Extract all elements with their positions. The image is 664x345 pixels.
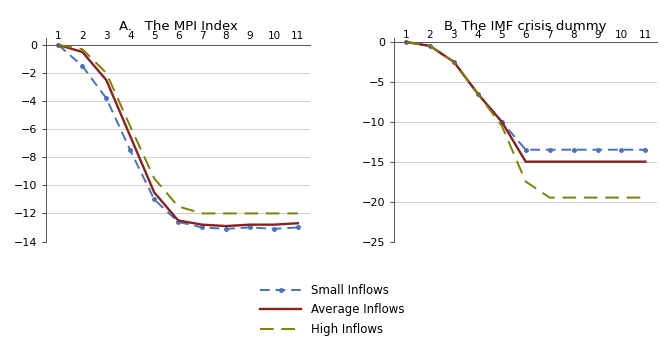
Text: 1: 1 [55,31,62,41]
Text: 3: 3 [451,30,457,40]
Title: B. The IMF crisis dummy: B. The IMF crisis dummy [444,20,607,33]
Text: 8: 8 [570,30,577,40]
Text: 5: 5 [151,31,157,41]
Text: 2: 2 [427,30,434,40]
Legend: Small Inflows, Average Inflows, High Inflows: Small Inflows, Average Inflows, High Inf… [260,284,404,336]
Text: 6: 6 [523,30,529,40]
Text: 2: 2 [79,31,86,41]
Text: 4: 4 [475,30,481,40]
Text: 3: 3 [103,31,110,41]
Text: 7: 7 [199,31,205,41]
Title: A.   The MPI Index: A. The MPI Index [119,20,238,33]
Text: 5: 5 [499,30,505,40]
Text: 11: 11 [291,31,305,41]
Text: 7: 7 [546,30,553,40]
Text: 6: 6 [175,31,181,41]
Text: 11: 11 [639,30,652,40]
Text: 9: 9 [246,31,253,41]
Text: 8: 8 [222,31,229,41]
Text: 1: 1 [402,30,409,40]
Text: 9: 9 [594,30,601,40]
Text: 4: 4 [127,31,133,41]
Text: 10: 10 [268,31,280,41]
Text: 10: 10 [615,30,628,40]
